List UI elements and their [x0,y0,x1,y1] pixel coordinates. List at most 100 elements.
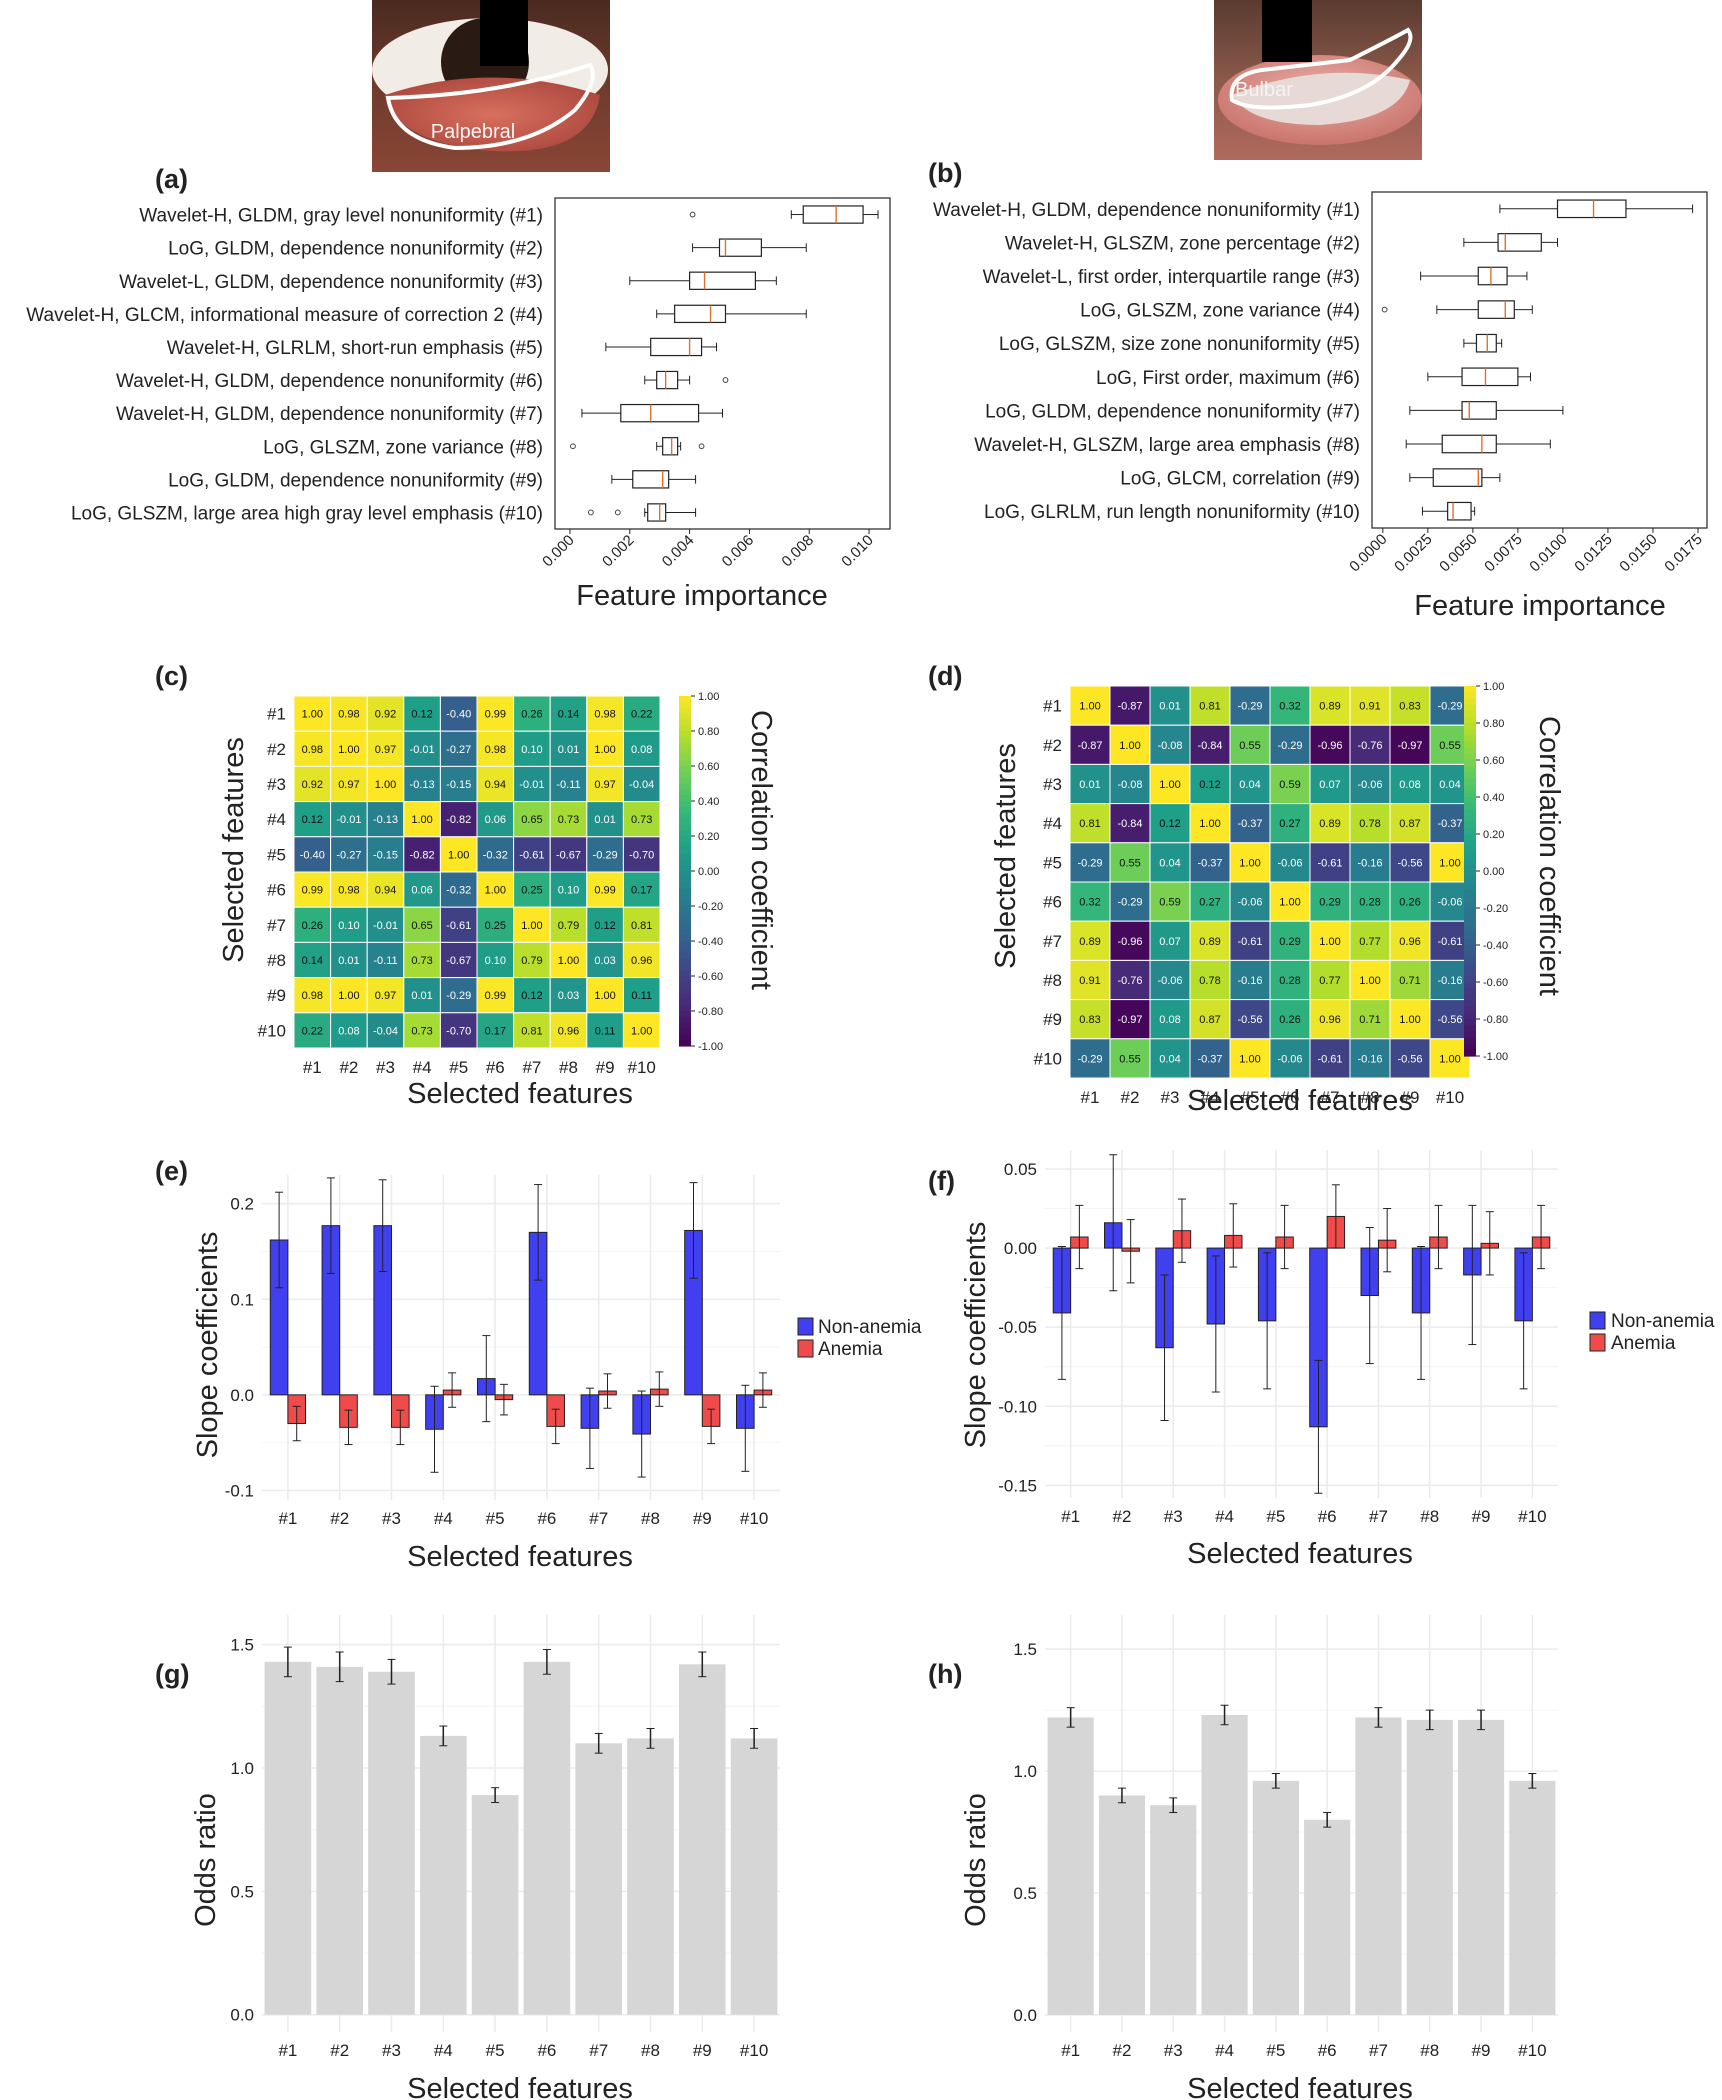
c-cell [476,941,515,979]
c-col-label: #10 [628,1058,656,1077]
panel-b-boxes [1381,199,1694,521]
c-cell [513,765,551,803]
c-cell [293,906,332,943]
panel-c-colorbar: 1.00 0.80 0.60 0.40 0.20 0.00 -0.20 -0.40 -0.60 -… [679,691,723,1053]
f-x-tick-label: #2 [1112,1507,1131,1526]
d-cell-value: 1.00 [1439,1053,1460,1065]
panel-b-xlabel: Feature importance [1414,590,1665,622]
b-x-tick-label: 0.0150 [1616,531,1660,575]
panel-f-legend-swatch-non-anemia [1589,1311,1606,1330]
b-feature-label: LoG, GLCM, correlation (#9) [1120,469,1360,490]
c-cell-value: -0.29 [593,849,618,861]
c-row-label: #7 [267,916,286,935]
d-cell-value: -0.06 [1277,1053,1302,1065]
g-x-tick-label: #3 [382,2041,401,2060]
d-cell-value: 0.91 [1079,975,1100,987]
c-cell-value: -0.82 [446,814,471,826]
c-row-label: #8 [267,951,286,970]
panel-c-col-labels: #1 #2 #3 #4 #5 #6 #7 #8 #9 #10 [303,1058,656,1077]
h-x-tick-label: #5 [1266,2041,1285,2060]
d-col-label: #6 [1281,1088,1300,1107]
c-colorbar-tick-label: 0.80 [698,726,719,738]
d-cell [1189,1038,1231,1079]
c-cell-value: 0.08 [631,744,652,756]
c-cell-value: 0.97 [375,744,396,756]
c-row-label: #6 [267,881,286,900]
c-cell-value: 0.79 [558,920,579,932]
c-colorbar-segment [679,725,691,732]
a-box [620,403,700,423]
c-cell-value: -0.01 [410,744,435,756]
c-cell [622,695,661,732]
d-cell [1229,685,1271,726]
c-col-label: #6 [486,1058,505,1077]
panel-b-feature-labels: Wavelet-H, GLDM, dependence nonuniformit… [933,200,1360,523]
c-cell [366,871,405,908]
a-outlier [587,509,594,516]
d-cell [1309,1038,1351,1079]
c-cell-value: 0.22 [302,1025,323,1037]
d-cell [1389,842,1431,883]
c-cell-value: 0.73 [631,814,652,826]
c-colorbar-tick-label: -0.20 [698,901,723,913]
c-colorbar-segment [679,824,691,831]
panel-d-letter: (d) [928,661,962,691]
c-cell-value: -0.01 [373,920,398,932]
photo-bulbar: Bulbar [1214,0,1422,160]
d-cell-value: -0.61 [1317,857,1342,869]
c-cell [513,836,551,873]
c-colorbar-segment [679,777,691,785]
c-cell [549,906,588,943]
c-colorbar-segment [679,1011,691,1018]
c-cell-value: 0.26 [302,920,323,932]
c-cell-value: -0.40 [300,849,325,861]
d-cell-value: -0.87 [1077,740,1102,752]
d-colorbar-segment [1464,710,1476,718]
d-cell-value: 0.08 [1399,779,1420,791]
c-cell [586,801,624,838]
d-colorbar-segment [1464,852,1476,860]
d-colorbar-segment [1464,821,1476,829]
d-cell-value: -0.37 [1437,818,1462,830]
d-cell [1389,803,1431,844]
c-colorbar-segment [679,742,691,750]
panel-f-ylabel: Slope coefficients [960,1222,992,1449]
panel-d-heatmap: 1.00 -0.87 0.01 0.81 -0.29 0.32 0.89 0.91 0.83 -0… [1069,685,1471,1079]
d-cell [1149,842,1191,883]
g-x-tick-label: #5 [486,2041,505,2060]
d-cell-value: -0.61 [1437,936,1462,948]
panel-e-xlabel: Selected features [407,1541,633,1573]
b-box [1441,434,1497,454]
a-box [662,437,679,456]
d-cell [1309,724,1351,765]
a-feature-label: Wavelet-H, GLDM, gray level nonuniformit… [139,206,543,227]
panel-g-xlabel: Selected features [407,2073,633,2100]
panel-f-plot: 0.05 0.00 -0.05 -0.10 -0.15 #1 #2 #3 #4 #5 #6 #7 #8 #… [998,1150,1558,1526]
c-cell-value: 0.73 [411,1025,432,1037]
g-bar-odds-ratio [419,1735,467,2015]
panel-e-ylabel: Slope coefficients [192,1232,224,1459]
c-cell [586,695,624,732]
d-cell-value: -0.29 [1077,1053,1102,1065]
d-cell [1389,959,1431,1001]
d-cell-value: 0.32 [1279,701,1300,713]
d-cell-value: -0.08 [1157,740,1182,752]
d-row-label: #9 [1043,1010,1062,1029]
d-colorbar-segment [1464,914,1476,921]
c-cell-value: 0.98 [302,744,323,756]
panel-a-boxes [570,205,879,522]
c-cell [439,836,478,873]
b-outlier [1381,306,1388,313]
c-cell [476,1012,515,1049]
c-cell-value: 0.96 [558,1025,579,1037]
panel-f-legend: Non-anemia Anemia [1589,1311,1715,1354]
b-x-tick-label: 0.0025 [1391,531,1435,575]
c-colorbar-segment [679,1016,691,1024]
d-cell-value: 1.00 [1159,779,1180,791]
b-x-tick-label: 0.0000 [1346,531,1390,575]
c-cell-value: 0.03 [558,990,579,1002]
c-cell [439,906,478,943]
b-box [1477,300,1515,319]
a-box [656,370,679,390]
